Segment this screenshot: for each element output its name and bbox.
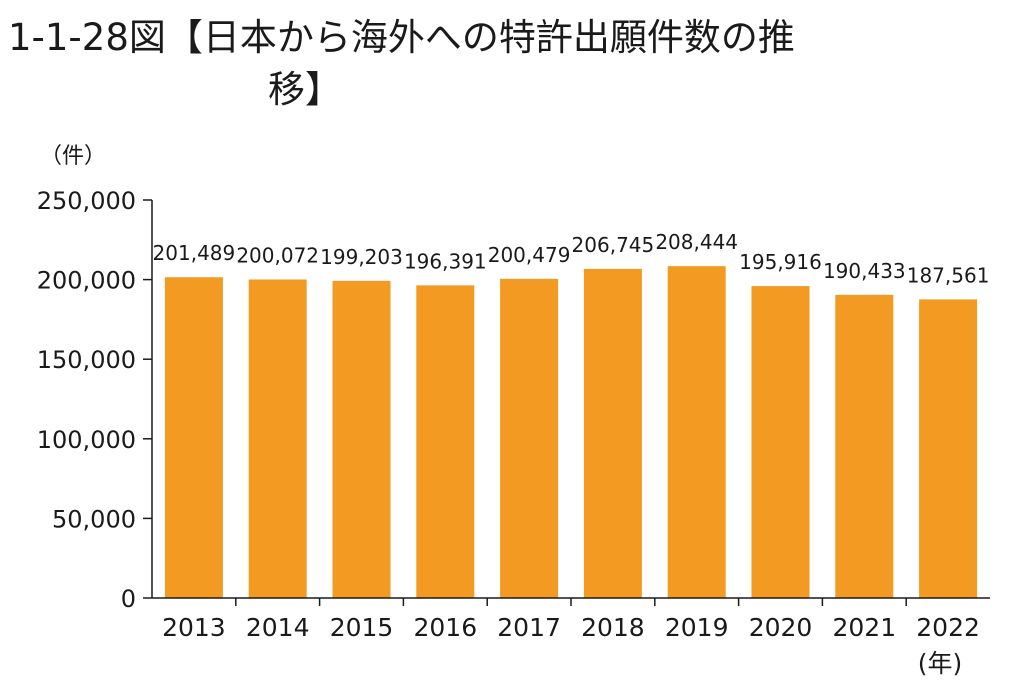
data-label-2015: 199,203 — [320, 245, 403, 269]
x-axis-unit-label: (年) — [918, 649, 963, 678]
data-labels-group: 201,489 200,072 199,203 196,391 200,479 206,7… — [153, 230, 990, 287]
y-tick-label: 50,000 — [52, 505, 136, 533]
x-tick-label: 2018 — [581, 613, 645, 642]
y-tick-label: 250,000 — [37, 187, 136, 215]
data-label-2014: 200,072 — [236, 243, 319, 267]
bar-2014 — [248, 279, 307, 598]
x-tick-label: 2014 — [246, 613, 310, 642]
data-label-2018: 206,745 — [572, 233, 655, 257]
x-tick-label: 2017 — [497, 613, 561, 642]
bar-2013 — [164, 277, 223, 598]
y-tick-label: 0 — [121, 585, 136, 613]
x-tick-label: 2020 — [749, 613, 813, 642]
chart-title-line-2: 移】 — [268, 68, 342, 111]
x-tick-label: 2015 — [330, 613, 394, 642]
data-label-2017: 200,479 — [488, 243, 571, 267]
bar-2017 — [500, 278, 559, 598]
data-label-2016: 196,391 — [404, 249, 487, 273]
bars-group — [164, 266, 978, 598]
x-tick-label: 2021 — [832, 613, 896, 642]
bar-2022 — [919, 299, 978, 598]
y-axis-unit-label: （件） — [40, 144, 106, 169]
bar-2020 — [751, 286, 810, 598]
y-tick-label: 150,000 — [37, 346, 136, 374]
x-tick-label: 2016 — [413, 613, 477, 642]
bar-2015 — [332, 280, 391, 598]
y-tick-label: 100,000 — [37, 426, 136, 454]
bar-2019 — [667, 266, 726, 598]
chart-title-line-1: 1-1-28図【日本から海外への特許出願件数の推 — [8, 16, 795, 59]
data-label-2020: 195,916 — [739, 250, 822, 274]
bar-2018 — [583, 268, 642, 598]
bar-2016 — [416, 285, 475, 598]
x-axis-ticks-group: 2013 2014 2015 2016 2017 2018 2019 2020 2021 2022 — [162, 598, 980, 642]
data-label-2013: 201,489 — [153, 241, 236, 265]
y-axis-ticks-group: 0 50,000 100,000 150,000 200,000 250,000 — [37, 187, 152, 613]
data-label-2019: 208,444 — [655, 230, 738, 254]
data-label-2022: 187,561 — [907, 263, 990, 287]
x-tick-label: 2019 — [665, 613, 729, 642]
data-label-2021: 190,433 — [823, 259, 906, 283]
x-tick-label: 2022 — [916, 613, 980, 642]
y-tick-label: 200,000 — [37, 267, 136, 295]
bar-2021 — [835, 294, 894, 598]
x-tick-label: 2013 — [162, 613, 226, 642]
